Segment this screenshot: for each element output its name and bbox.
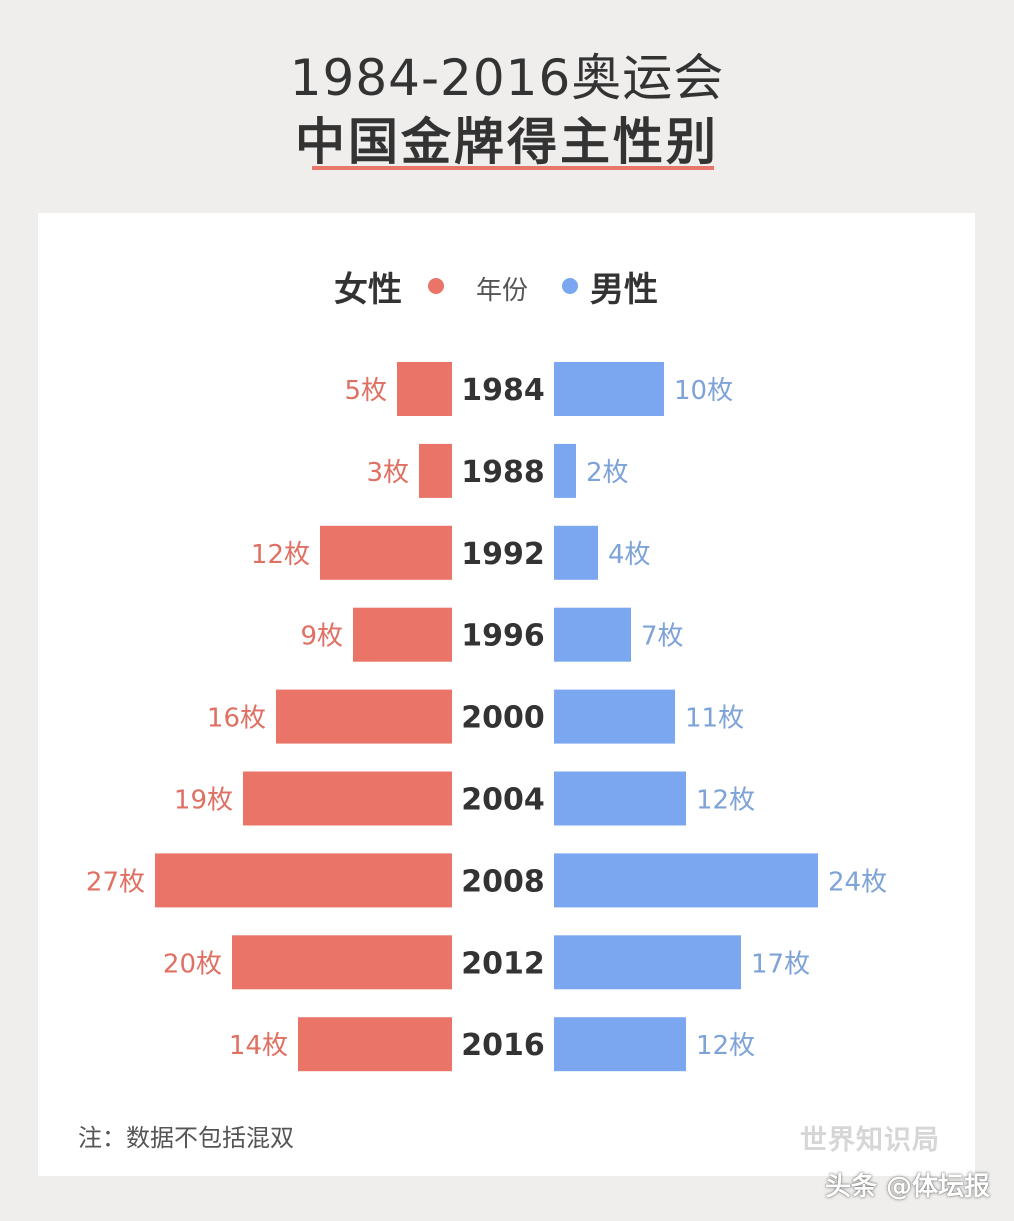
year-label-2000: 2000 — [461, 701, 545, 736]
legend-male-label: 男性 — [590, 270, 658, 310]
year-label-1988: 1988 — [461, 455, 545, 490]
female-value-label-1984: 5枚 — [344, 376, 387, 406]
chart-title-line2: 中国金牌得主性别 — [295, 113, 719, 171]
male-value-label-2004: 12枚 — [696, 786, 755, 816]
male-value-label-1988: 2枚 — [586, 458, 629, 488]
male-value-label-1996: 7枚 — [641, 622, 684, 652]
female-value-label-1996: 9枚 — [300, 622, 343, 652]
male-bar-2000 — [554, 689, 675, 744]
chart-title-line1: 1984-2016奥运会 — [289, 49, 725, 107]
male-value-label-2016: 12枚 — [696, 1031, 755, 1061]
legend-male-dot — [562, 278, 578, 294]
brand-label: 世界知识局 — [800, 1125, 940, 1156]
title-underline — [312, 166, 714, 170]
male-bar-1996 — [554, 607, 631, 662]
female-bar-1992 — [320, 525, 452, 580]
female-bar-1988 — [419, 443, 452, 498]
chart-panel — [38, 213, 975, 1176]
year-label-2016: 2016 — [461, 1028, 545, 1063]
male-value-label-2012: 17枚 — [751, 949, 810, 979]
year-label-2008: 2008 — [461, 864, 545, 899]
watermark: 头条 @体坛报 — [825, 1172, 991, 1202]
female-value-label-1992: 12枚 — [251, 540, 310, 570]
female-bar-1996 — [353, 607, 452, 662]
year-label-2004: 2004 — [461, 783, 545, 818]
footnote: 注：数据不包括混双 — [78, 1124, 294, 1152]
male-bar-1988 — [554, 443, 576, 498]
female-bar-2004 — [243, 771, 452, 826]
female-bar-2012 — [232, 935, 452, 990]
legend-year-label: 年份 — [476, 276, 529, 306]
male-bar-2004 — [554, 771, 686, 826]
male-bar-2016 — [554, 1017, 686, 1072]
male-value-label-2000: 11枚 — [685, 704, 744, 734]
male-bar-1992 — [554, 525, 598, 580]
legend: 女性 年份 男性 — [0, 254, 1014, 314]
female-bar-2008 — [155, 853, 452, 908]
year-label-1996: 1996 — [461, 619, 545, 654]
female-value-label-2008: 27枚 — [86, 867, 145, 897]
female-bar-1984 — [397, 362, 452, 416]
legend-female-label: 女性 — [334, 270, 402, 310]
female-value-label-2004: 19枚 — [174, 786, 233, 816]
legend-female-dot — [428, 278, 444, 294]
male-bar-1984 — [554, 362, 664, 416]
year-label-1992: 1992 — [461, 537, 545, 572]
year-label-1984: 1984 — [461, 373, 545, 408]
male-value-label-1984: 10枚 — [674, 376, 733, 406]
year-label-2012: 2012 — [461, 946, 545, 981]
male-value-label-1992: 4枚 — [608, 540, 651, 570]
female-value-label-2012: 20枚 — [163, 949, 222, 979]
female-value-label-2016: 14枚 — [229, 1031, 288, 1061]
male-value-label-2008: 24枚 — [828, 867, 887, 897]
female-bar-2016 — [298, 1017, 452, 1072]
female-value-label-2000: 16枚 — [207, 704, 266, 734]
female-bar-2000 — [276, 689, 452, 744]
male-bar-2008 — [554, 853, 818, 908]
female-value-label-1988: 3枚 — [366, 458, 409, 488]
male-bar-2012 — [554, 935, 741, 990]
